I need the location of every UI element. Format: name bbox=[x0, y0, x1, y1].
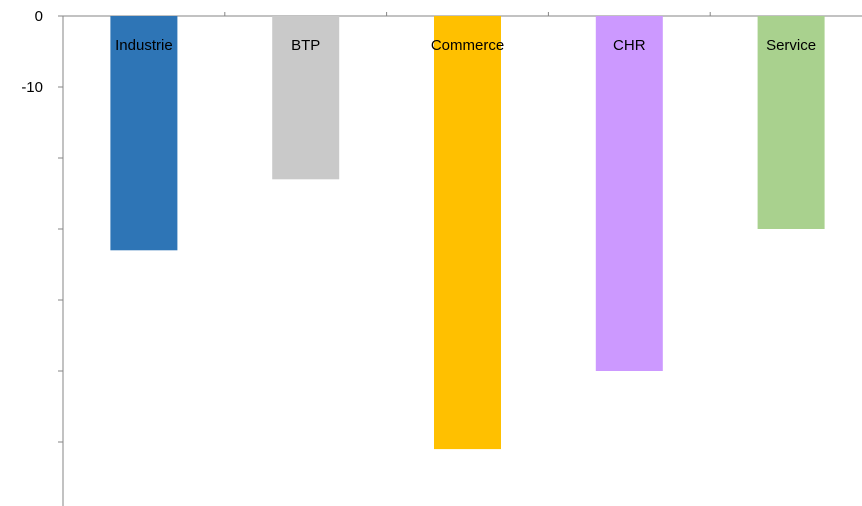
bar-service bbox=[757, 16, 825, 229]
category-label: CHR bbox=[613, 37, 646, 54]
category-label: Industrie bbox=[115, 37, 173, 54]
bars bbox=[110, 16, 825, 450]
category-label: Service bbox=[766, 37, 816, 54]
category-labels: Industrie BTP Commerce CHR Service bbox=[115, 37, 816, 54]
bar-chr bbox=[595, 16, 663, 371]
category-label: Commerce bbox=[431, 37, 504, 54]
axis-layer: 0 -10 bbox=[21, 8, 862, 506]
bar-btp bbox=[272, 16, 340, 180]
y-tick-label: -10 bbox=[21, 79, 43, 96]
bar-commerce bbox=[434, 16, 501, 450]
category-label: BTP bbox=[291, 37, 320, 54]
bar-industrie bbox=[110, 16, 178, 251]
y-tick-label: 0 bbox=[35, 8, 43, 25]
